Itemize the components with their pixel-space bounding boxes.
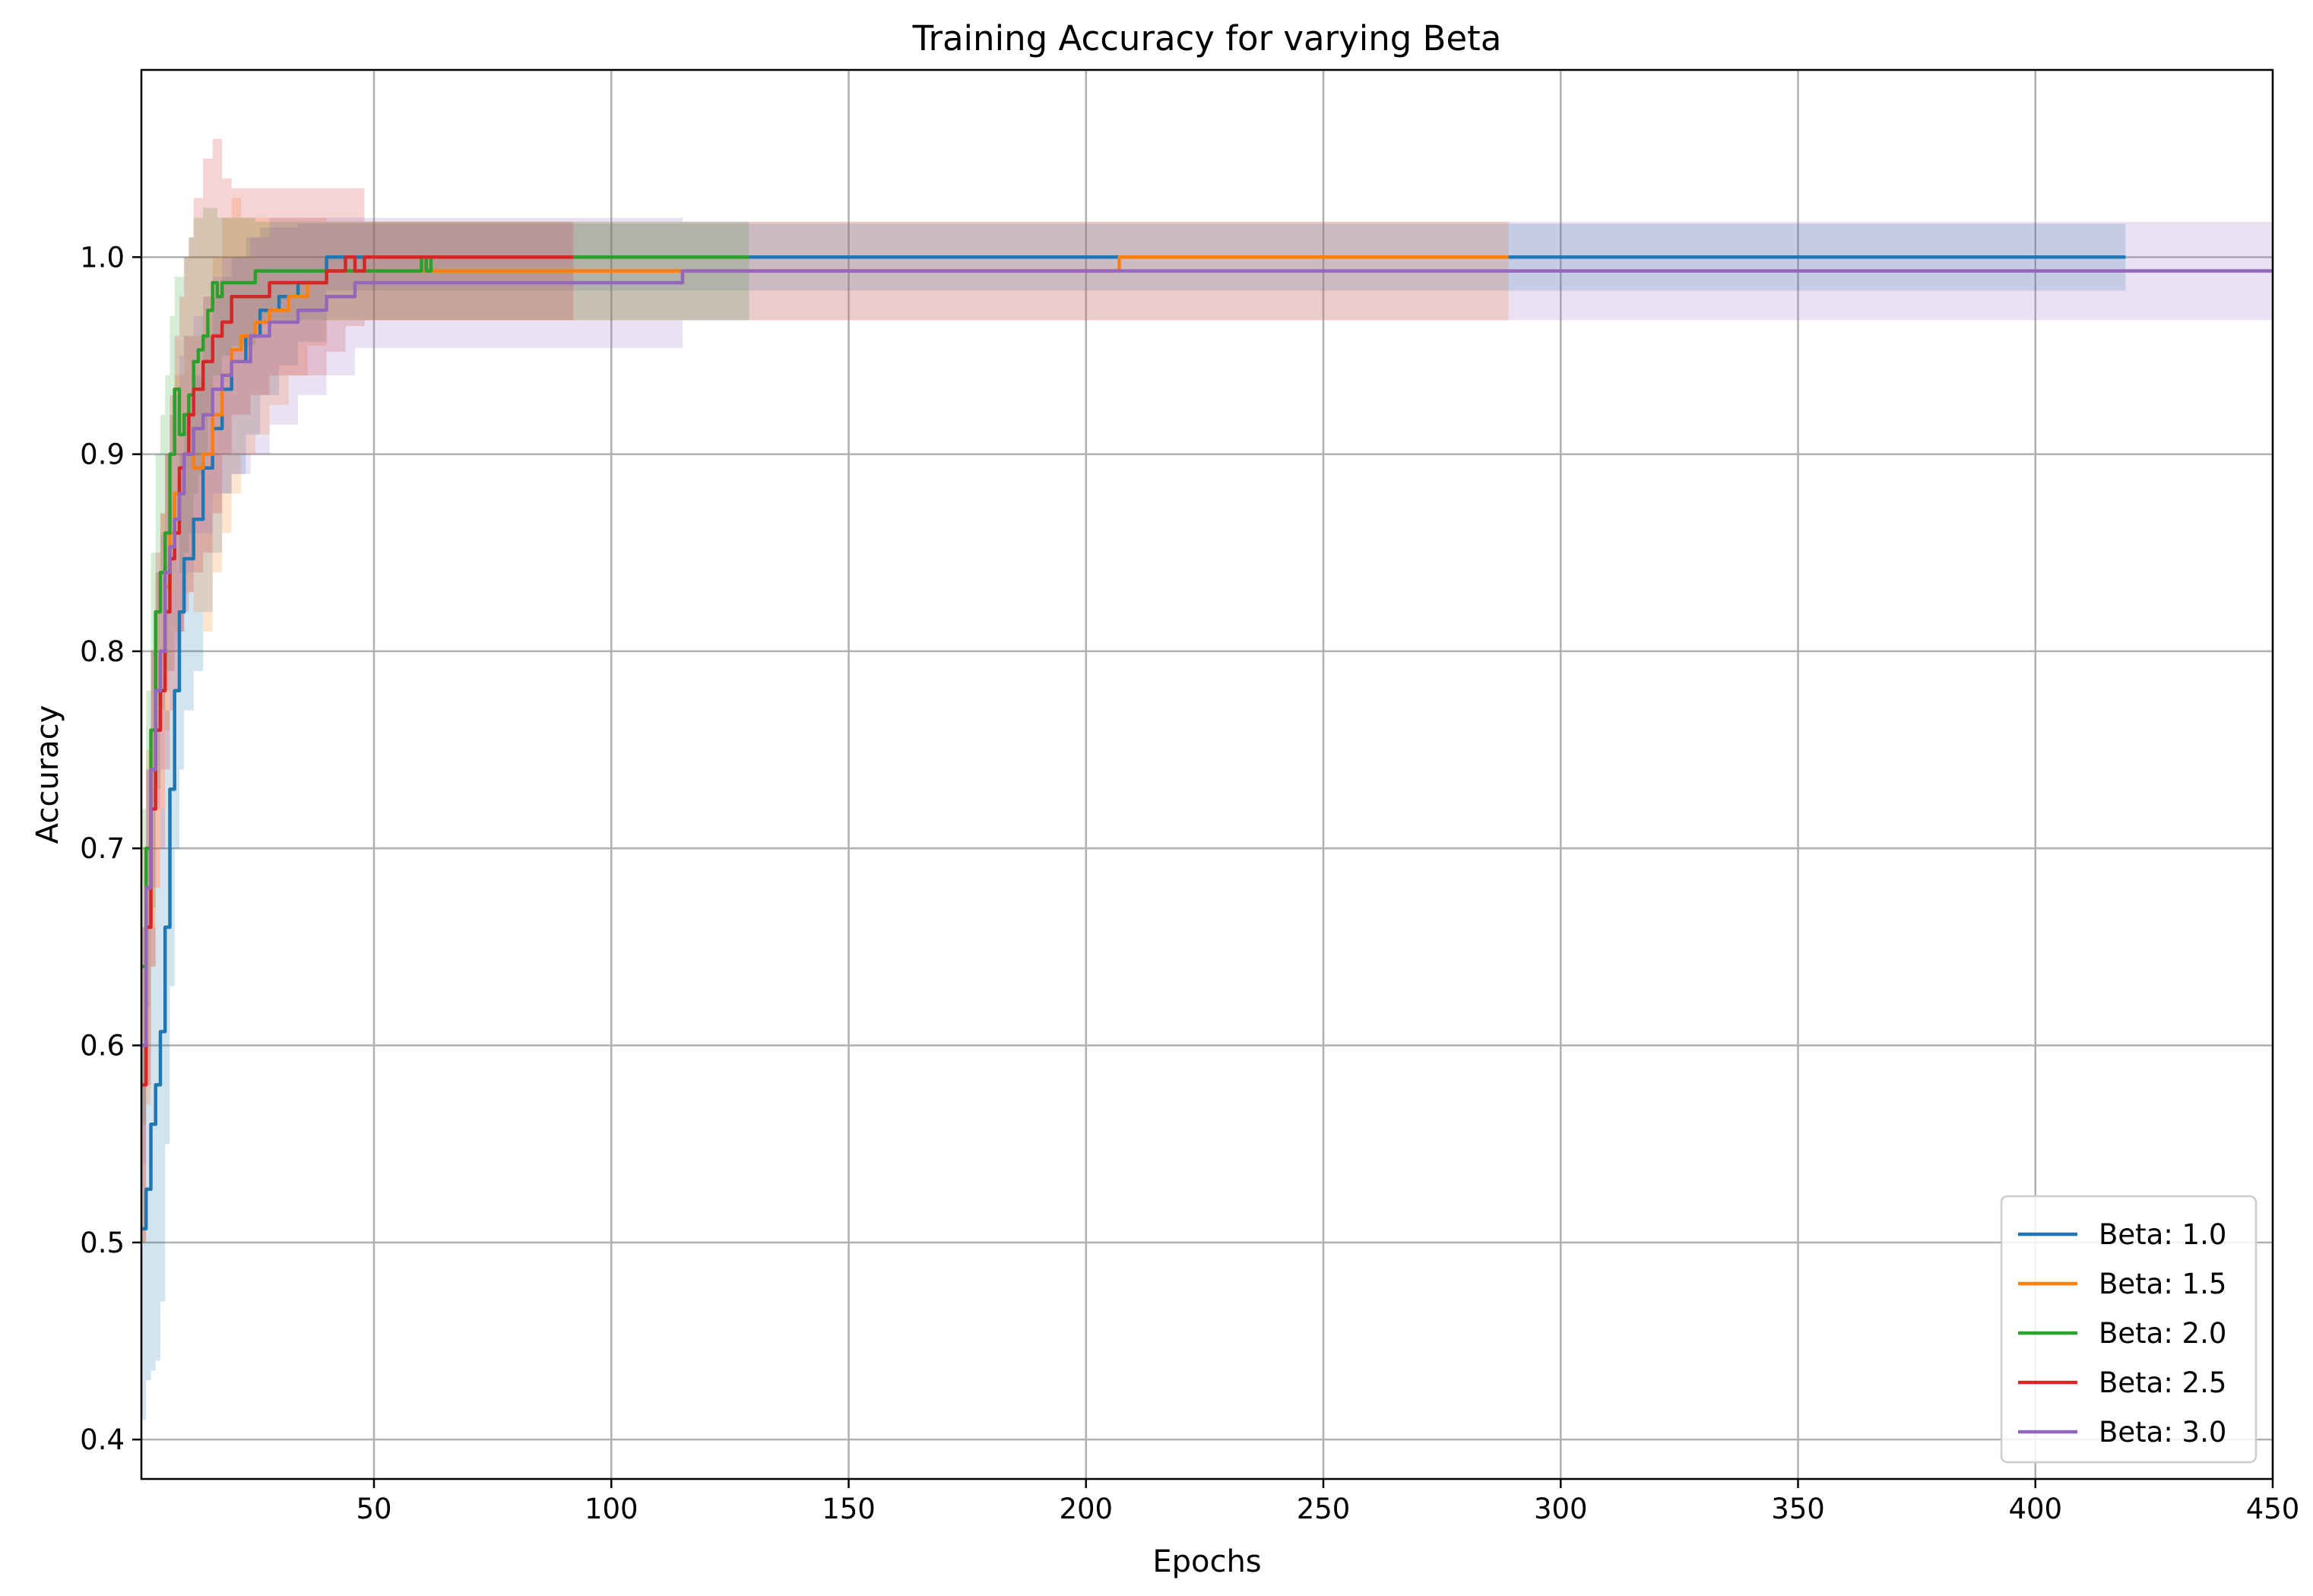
legend-label: Beta: 1.5 [2099,1268,2226,1300]
y-axis-label: Accuracy [30,705,65,844]
ticks: 50 100 150 200 250 300 350 400 450 0.4 0.5 0.6 0.7 0.… [80,241,2299,1525]
x-tick-label: 150 [822,1493,876,1525]
legend-box [2000,1195,2258,1464]
x-tick-label: 300 [1534,1493,1588,1525]
x-tick-label: 350 [1771,1493,1825,1525]
y-tick-label: 1.0 [80,241,125,274]
legend-label: Beta: 3.0 [2099,1416,2226,1449]
chart-title: Training Accuracy for varying Beta [912,18,1502,59]
series-lines [141,255,2273,1230]
y-tick-label: 0.8 [80,635,125,668]
y-tick-label: 0.5 [80,1227,125,1259]
legend-label: Beta: 1.0 [2099,1218,2226,1251]
std-band-series-4 [141,217,2273,1164]
line-series-4 [141,269,2273,1047]
legend-label: Beta: 2.5 [2099,1366,2226,1399]
std-band-series-2 [141,207,749,1125]
x-tick-label: 200 [1059,1493,1113,1525]
plot-frame [140,68,2274,1480]
y-tick-label: 0.7 [80,832,125,865]
legend-label: Beta: 2.0 [2099,1317,2226,1350]
x-tick-label: 250 [1297,1493,1351,1525]
legend: Beta: 1.0 Beta: 1.5 Beta: 2.0 Beta: 2.5 Beta… [2000,1195,2258,1464]
x-tick-label: 450 [2246,1493,2300,1525]
std-band-series-3 [141,138,574,1243]
line-series-2 [141,255,749,969]
y-tick-label: 0.9 [80,439,125,471]
x-tick-label: 50 [356,1493,391,1525]
x-tick-label: 400 [2008,1493,2062,1525]
y-tick-label: 0.6 [80,1029,125,1062]
x-tick-label: 100 [585,1493,638,1525]
y-tick-label: 0.4 [80,1423,125,1456]
x-axis-label: Epochs [1152,1544,1261,1579]
line-series-3 [141,255,574,1087]
